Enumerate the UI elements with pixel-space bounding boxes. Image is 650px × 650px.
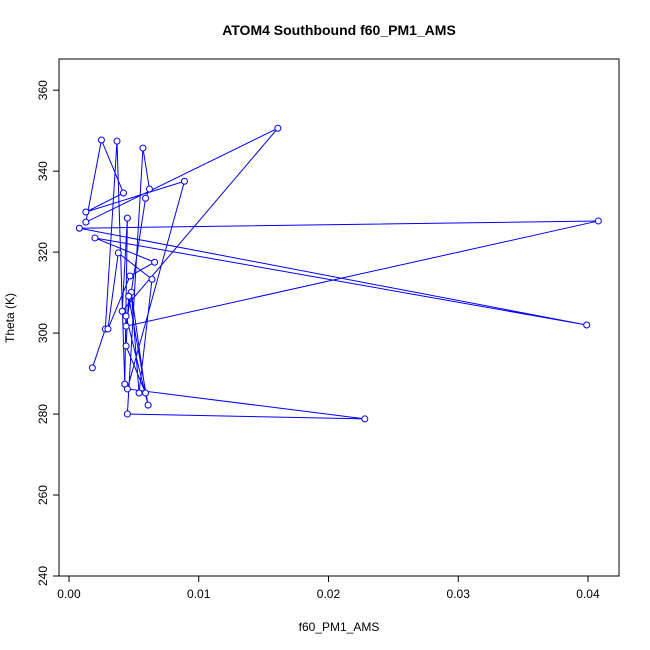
data-point xyxy=(151,258,159,266)
data-point xyxy=(125,292,133,300)
y-tick-label: 280 xyxy=(36,404,50,424)
x-tick-label: 0.01 xyxy=(187,587,211,601)
y-tick-label: 340 xyxy=(36,161,50,181)
data-point xyxy=(88,364,96,372)
data-point xyxy=(114,249,122,257)
data-point xyxy=(104,325,112,333)
data-point xyxy=(113,137,121,145)
data-point xyxy=(91,234,99,242)
data-point xyxy=(361,415,369,423)
x-axis-label: f60_PM1_AMS xyxy=(299,620,380,634)
data-point xyxy=(274,124,282,132)
plot-frame xyxy=(58,58,620,577)
data-point xyxy=(123,385,131,393)
y-tick-label: 260 xyxy=(36,485,50,505)
x-tick-label: 0.03 xyxy=(447,587,471,601)
x-tick-label: 0.02 xyxy=(317,587,341,601)
data-point xyxy=(142,389,150,397)
data-point xyxy=(122,312,130,320)
data-point xyxy=(119,189,127,197)
y-tick-label: 360 xyxy=(36,80,50,100)
data-point xyxy=(142,194,150,202)
chart-title: ATOM4 Southbound f60_PM1_AMS xyxy=(222,22,456,38)
data-point xyxy=(97,136,105,144)
x-tick-label: 0.00 xyxy=(57,587,81,601)
data-point xyxy=(122,342,130,350)
data-point xyxy=(145,185,153,193)
data-point xyxy=(82,218,90,226)
data-point xyxy=(583,321,591,329)
y-axis-label: Theta (K) xyxy=(3,293,17,343)
data-point xyxy=(122,322,130,330)
data-point xyxy=(594,217,602,225)
data-point xyxy=(144,401,152,409)
data-point xyxy=(118,307,126,315)
data-point xyxy=(139,144,147,152)
y-tick-label: 320 xyxy=(36,242,50,262)
y-tick-label: 300 xyxy=(36,323,50,343)
data-point xyxy=(75,224,83,232)
x-tick-label: 0.04 xyxy=(576,587,600,601)
data-point xyxy=(180,177,188,185)
y-tick-label: 240 xyxy=(36,566,50,586)
data-point xyxy=(123,410,131,418)
data-point xyxy=(82,208,90,216)
data-point xyxy=(123,214,131,222)
data-point xyxy=(135,389,143,397)
data-point xyxy=(126,272,134,280)
data-point xyxy=(148,275,156,283)
